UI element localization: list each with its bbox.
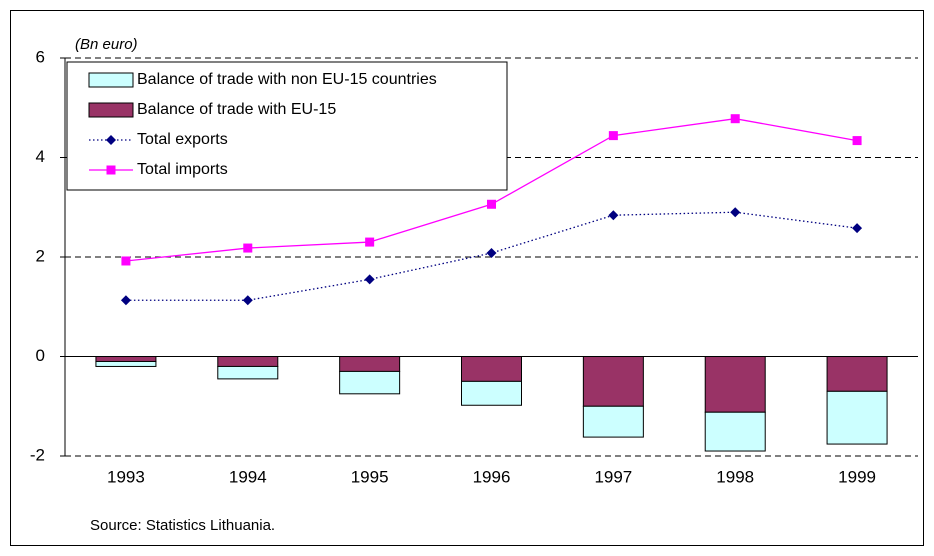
line-marker — [243, 243, 253, 253]
legend-label: Balance of trade with EU-15 — [137, 101, 336, 118]
legend: Balance of trade with non EU-15 countrie… — [66, 61, 508, 191]
bar — [461, 380, 522, 406]
legend-swatch — [88, 72, 134, 88]
line-marker — [365, 237, 375, 247]
legend-label: Total exports — [137, 131, 228, 148]
legend-label: Total imports — [137, 161, 228, 178]
bar — [95, 356, 157, 362]
bar — [582, 356, 644, 407]
line-marker — [486, 248, 497, 259]
source-note: Source: Statistics Lithuania. — [90, 517, 275, 534]
x-tick-label: 1993 — [107, 467, 145, 486]
bar — [339, 356, 401, 372]
x-tick-label: 1996 — [473, 467, 511, 486]
bar — [704, 356, 766, 413]
y-axis-label: (Bn euro) — [75, 36, 138, 53]
x-tick-label: 1998 — [716, 467, 754, 486]
y-tick-label: 6 — [36, 47, 45, 66]
x-tick-label: 1994 — [229, 467, 267, 486]
y-tick-label: 2 — [36, 246, 45, 265]
line-marker — [730, 207, 741, 218]
legend-marker — [106, 135, 116, 145]
x-tick-label: 1997 — [594, 467, 632, 486]
bar — [217, 365, 279, 380]
line-marker — [608, 131, 618, 141]
line-marker — [120, 295, 131, 306]
line-marker — [364, 274, 375, 285]
bar — [339, 370, 401, 395]
line-marker — [487, 199, 496, 209]
legend-marker — [106, 165, 116, 175]
x-tick-label: 1995 — [351, 467, 389, 486]
x-tick-label: 1999 — [838, 467, 876, 486]
y-tick-label: -2 — [30, 445, 45, 464]
line-marker — [608, 210, 619, 221]
y-tick-label: 4 — [36, 147, 45, 166]
legend-swatch — [88, 102, 134, 118]
bar — [826, 390, 888, 445]
line-marker — [121, 256, 131, 266]
line-marker — [730, 114, 740, 124]
legend-box — [66, 61, 508, 191]
bar — [217, 356, 279, 367]
line-marker — [852, 136, 862, 146]
legend-label: Balance of trade with non EU-15 countrie… — [137, 71, 437, 88]
bar — [95, 360, 157, 367]
line-marker — [242, 295, 253, 306]
bar — [582, 405, 644, 438]
y-tick-label: 0 — [36, 346, 45, 365]
bar — [826, 356, 888, 392]
bar — [461, 356, 522, 382]
line-marker — [852, 223, 863, 234]
bar — [704, 411, 766, 452]
